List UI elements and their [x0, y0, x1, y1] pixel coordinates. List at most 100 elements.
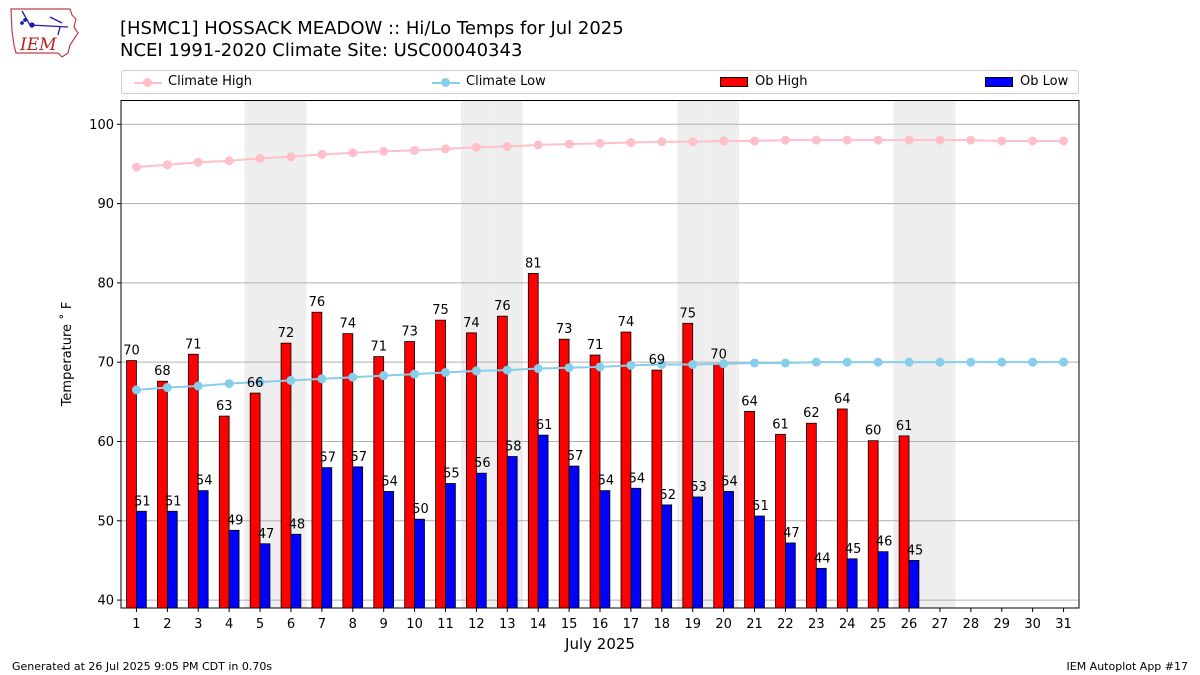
weekend-shade-day-27	[924, 100, 956, 608]
bar-ob-low-day-15	[568, 465, 580, 609]
legend: Climate High Climate Low Ob High Ob Low	[121, 70, 1079, 94]
point-climate-low-day-21	[750, 358, 760, 368]
label-ob-high-day-3: 71	[185, 337, 202, 352]
label-ob-high-day-2: 68	[154, 364, 171, 379]
point-climate-high-day-31	[1059, 136, 1069, 146]
point-climate-low-day-18	[657, 360, 667, 370]
x-tick-label: 9	[380, 617, 388, 632]
label-ob-low-day-19: 53	[690, 480, 707, 495]
point-climate-low-day-20	[719, 359, 729, 369]
label-ob-high-day-24: 64	[834, 392, 851, 407]
bar-ob-low-day-21	[754, 515, 765, 609]
label-ob-low-day-23: 44	[814, 551, 831, 566]
x-tick-label: 28	[963, 617, 980, 632]
point-climate-low-day-25	[873, 357, 883, 367]
point-climate-low-day-30	[1028, 357, 1038, 367]
point-climate-high-day-15	[564, 139, 574, 149]
bar-ob-low-day-11	[445, 483, 456, 609]
point-climate-high-day-4	[224, 156, 234, 166]
point-climate-high-day-1	[131, 162, 141, 172]
label-ob-high-day-23: 62	[803, 406, 820, 421]
y-tick-label: 70	[97, 356, 114, 371]
point-climate-high-day-9	[379, 146, 389, 156]
x-tick-label: 20	[715, 617, 732, 632]
chart-title: [HSMC1] HOSSACK MEADOW :: Hi/Lo Temps fo…	[120, 18, 624, 39]
weather-station-icon	[20, 10, 69, 36]
point-climate-high-day-27	[935, 135, 945, 145]
point-climate-high-day-16	[595, 138, 605, 148]
label-ob-low-day-20: 54	[721, 474, 738, 489]
bar-ob-low-day-13	[506, 456, 518, 609]
x-tick-label: 2	[163, 617, 171, 632]
climate-lines	[131, 135, 1069, 395]
generated-timestamp: Generated at 26 Jul 2025 9:05 PM CDT in …	[12, 660, 273, 673]
y-tick-label: 60	[97, 435, 114, 450]
x-tick-label: 1	[132, 617, 140, 632]
chart-subtitle: NCEI 1991-2020 Climate Site: USC00040343	[120, 40, 523, 61]
x-tick-label: 10	[406, 617, 423, 632]
legend-label-ob-low: Ob Low	[1020, 74, 1069, 89]
point-climate-high-day-5	[255, 153, 265, 163]
point-climate-high-day-13	[502, 141, 512, 151]
label-ob-high-day-26: 61	[896, 419, 913, 434]
point-climate-low-day-27	[935, 357, 945, 367]
label-ob-low-day-7: 57	[320, 451, 337, 466]
label-ob-low-day-17: 54	[629, 471, 646, 486]
label-ob-low-day-15: 57	[567, 449, 584, 464]
legend-marker-icon	[143, 78, 152, 87]
point-climate-low-day-12	[471, 366, 481, 376]
bar-ob-high-day-15	[558, 338, 570, 609]
bar-ob-low-day-16	[599, 490, 611, 609]
bar-ob-low-day-6	[290, 533, 302, 609]
point-climate-high-day-21	[750, 136, 760, 146]
label-ob-low-day-13: 58	[505, 440, 522, 455]
y-tick-label: 50	[97, 514, 114, 529]
point-climate-high-day-17	[626, 138, 636, 148]
point-climate-low-day-29	[997, 357, 1007, 367]
x-tick-label: 21	[746, 617, 763, 632]
x-tick-label: 5	[256, 617, 264, 632]
bar-ob-low-day-3	[197, 490, 209, 609]
point-climate-low-day-10	[410, 369, 420, 379]
label-ob-high-day-6: 72	[278, 326, 295, 341]
bar-ob-low-day-10	[414, 518, 425, 609]
bar-ob-low-day-18	[661, 504, 673, 609]
x-tick-label: 26	[901, 617, 918, 632]
bar-ob-low-day-17	[630, 487, 642, 609]
label-ob-low-day-18: 52	[659, 488, 676, 503]
label-ob-high-day-12: 74	[463, 316, 480, 331]
x-tick-label: 27	[932, 617, 949, 632]
x-tick-label: 4	[225, 617, 233, 632]
x-tick-label: 18	[654, 617, 671, 632]
x-tick-label: 24	[839, 617, 856, 632]
label-ob-low-day-25: 46	[876, 535, 893, 550]
label-ob-high-day-10: 73	[401, 325, 418, 340]
y-tick-label: 100	[89, 118, 114, 133]
x-tick-label: 22	[777, 617, 794, 632]
x-tick-label: 12	[468, 617, 485, 632]
point-climate-low-day-14	[533, 364, 543, 374]
label-ob-low-day-21: 51	[752, 499, 769, 514]
label-ob-low-day-3: 54	[196, 474, 213, 489]
x-tick-label: 23	[808, 617, 825, 632]
bar-ob-high-day-13	[497, 315, 508, 609]
iowa-outline-icon	[10, 8, 79, 58]
x-axis-label: July 2025	[564, 635, 635, 653]
point-climate-low-day-17	[626, 360, 636, 370]
bar-ob-low-day-14	[537, 434, 549, 609]
point-climate-low-day-7	[317, 374, 327, 384]
point-climate-high-day-22	[780, 135, 790, 145]
logo-text: IEM	[19, 35, 57, 55]
point-climate-high-day-18	[657, 137, 667, 147]
point-climate-high-day-14	[533, 140, 543, 150]
bar-ob-low-day-22	[785, 542, 796, 609]
x-tick-label: 17	[623, 617, 640, 632]
label-ob-high-day-8: 74	[340, 317, 357, 332]
bar-ob-low-day-19	[692, 496, 703, 609]
point-climate-high-day-12	[471, 142, 481, 152]
point-climate-low-day-28	[966, 357, 976, 367]
label-ob-low-day-16: 54	[598, 474, 615, 489]
legend-label-climate-high: Climate High	[168, 74, 253, 89]
x-tick-label: 11	[437, 617, 454, 632]
